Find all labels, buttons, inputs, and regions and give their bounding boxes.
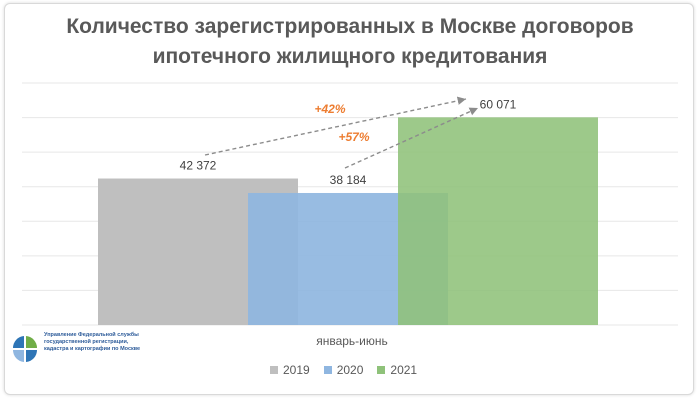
chart-title-line1: Количество зарегистрированных в Москве д…	[66, 15, 634, 38]
growth-label-2019-2021: +42%	[314, 102, 345, 116]
bar-2021	[398, 117, 598, 325]
legend-label-2019: 2019	[283, 363, 310, 377]
chart-title: Количество зарегистрированных в Москве д…	[40, 12, 660, 72]
data-label-2019: 42 372	[180, 159, 217, 173]
data-label-2020: 38 184	[330, 173, 367, 187]
growth-label-2020-2021: +57%	[338, 130, 369, 144]
growth-annotations: +42% +57%	[204, 96, 479, 169]
rosreestr-logo: Управление Федеральной службы государств…	[10, 330, 160, 386]
legend-swatch-2021	[377, 366, 386, 374]
legend-label-2021: 2021	[390, 363, 418, 377]
data-labels: 42 372 38 184 60 071	[180, 97, 517, 187]
logo-text: Управление Федеральной службы государств…	[44, 332, 141, 352]
growth-arrow-2019-2021	[204, 96, 467, 156]
legend: 2019 2020 2021	[270, 363, 417, 377]
legend-item-2020: 2020	[323, 363, 364, 377]
legend-swatch-2019	[270, 366, 278, 374]
legend-swatch-2020	[323, 366, 332, 374]
legend-item-2021: 2021	[377, 363, 417, 377]
chart-title-line2: ипотечного жилищного кредитования	[152, 45, 548, 68]
data-label-2021: 60 071	[480, 97, 517, 111]
logo-icon	[12, 336, 38, 362]
bars	[98, 117, 598, 325]
legend-label-2020: 2020	[336, 363, 364, 377]
growth-arrow-2020-2021	[344, 107, 479, 169]
category-label: январь-июнь	[316, 334, 388, 348]
legend-item-2019: 2019	[270, 363, 310, 377]
